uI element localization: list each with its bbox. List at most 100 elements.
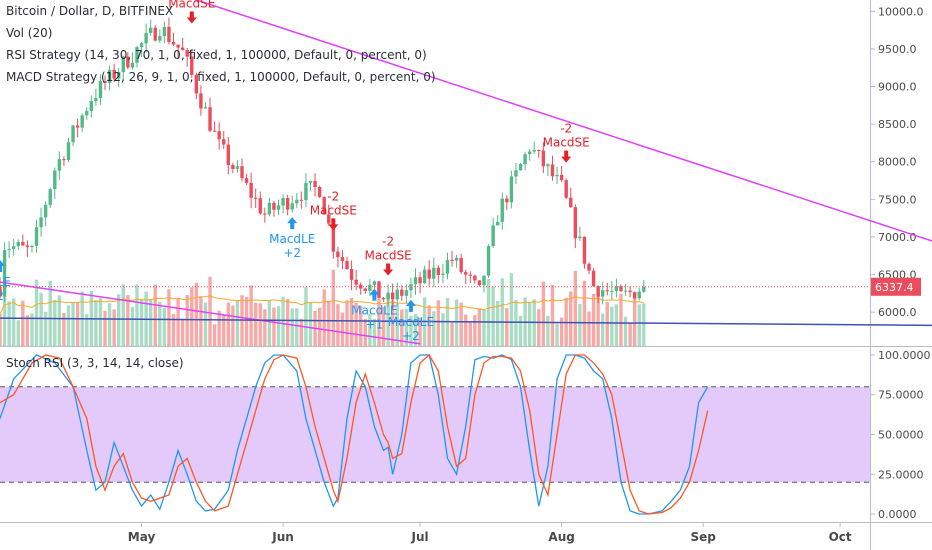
volume-bar	[34, 279, 39, 346]
volume-bar	[0, 313, 2, 346]
candle-body	[409, 284, 413, 291]
buy-signal: MacdLE+2	[269, 217, 315, 260]
stoch-d-line	[0, 353, 709, 515]
candle-body	[486, 246, 491, 276]
candle-body	[94, 98, 98, 102]
price-tick-label: 9500.0	[878, 43, 917, 56]
volume-bar	[107, 303, 112, 346]
candle-body	[587, 263, 591, 271]
candle-body	[285, 198, 290, 210]
candle-body	[71, 125, 75, 143]
candle-body	[2, 250, 7, 297]
candle-series	[0, 17, 646, 310]
volume-bar	[322, 289, 326, 346]
stoch-k-line	[0, 354, 709, 515]
buy-signal: MacdLE+2	[388, 299, 434, 343]
candle-body	[185, 49, 189, 57]
candle-body	[441, 273, 445, 275]
candle-body	[569, 197, 573, 208]
volume-bar	[601, 313, 605, 346]
sell-arrow-icon	[186, 11, 197, 24]
candle-body	[614, 286, 619, 292]
candle-body	[16, 242, 20, 247]
candle-body	[637, 291, 641, 299]
candle-body	[381, 297, 386, 300]
candle-body	[39, 217, 43, 228]
candle-body	[450, 260, 454, 262]
signal-label: MacdSE	[365, 249, 412, 263]
indicator-macd-label[interactable]: MACD Strategy (12, 26, 9, 1, 0, fixed, 1…	[6, 70, 436, 84]
candle-body	[546, 164, 550, 167]
volume-bar	[413, 313, 418, 346]
volume-bar	[71, 302, 75, 346]
volume-bar	[308, 302, 313, 346]
volume-bar	[158, 301, 162, 346]
indicator-rsi-label[interactable]: RSI Strategy (14, 30, 70, 1, 0, fixed, 1…	[6, 48, 427, 62]
candle-body	[368, 284, 372, 291]
volume-bar	[135, 284, 139, 346]
candle-body	[390, 292, 395, 300]
candle-body	[372, 281, 377, 285]
volume-bar	[11, 298, 16, 346]
candle-body	[336, 251, 340, 257]
volume-bar	[596, 292, 600, 346]
volume-bar	[459, 302, 463, 346]
candle-body	[158, 36, 162, 41]
candle-body	[550, 164, 555, 177]
osc-tick-label: 25.0000	[878, 468, 924, 481]
candle-body	[148, 27, 153, 33]
candle-body	[299, 199, 304, 201]
volume-bar	[94, 300, 98, 346]
signal-label: -2	[382, 235, 394, 249]
volume-bar	[126, 294, 130, 346]
volume-bar	[171, 314, 176, 346]
volume-bar	[509, 273, 514, 346]
volume-bar	[390, 300, 395, 346]
candle-body	[445, 260, 450, 274]
signal-label: dLE	[0, 275, 11, 289]
support-line	[0, 317, 932, 327]
volume-bar	[518, 315, 523, 346]
time-tick-label: Jun	[271, 530, 294, 544]
buy-arrow-icon	[287, 217, 298, 230]
volume-bar	[349, 297, 354, 346]
volume-bar	[582, 280, 587, 346]
volume-bar	[199, 296, 203, 346]
volume-bar	[153, 284, 157, 346]
volume-bar	[354, 302, 358, 346]
volume-bar	[441, 313, 445, 346]
stoch-rsi-label[interactable]: Stoch RSI (3, 3, 14, 14, close)	[6, 356, 184, 370]
signal-label: MacdSE	[310, 203, 357, 217]
volume-bar	[418, 317, 422, 346]
price-tick-label: 10000.0	[878, 5, 924, 18]
volume-bar	[336, 304, 340, 346]
volume-bar	[203, 302, 208, 346]
osc-tick-label: 50.0000	[878, 429, 924, 442]
candle-body	[436, 267, 441, 275]
volume-bar	[39, 292, 43, 346]
volume-bar	[345, 300, 349, 346]
buy-signal: MacdLE+1	[351, 288, 398, 332]
indicator-vol-label[interactable]: Vol (20)	[6, 26, 53, 40]
volume-bar	[66, 305, 71, 346]
time-tick-label: Sep	[690, 530, 716, 544]
candle-body	[610, 291, 614, 293]
volume-bar	[546, 315, 550, 346]
candle-body	[0, 286, 2, 297]
time-tick-label: Aug	[548, 530, 574, 544]
volume-bar	[162, 307, 167, 346]
candle-body	[623, 290, 628, 292]
volume-bar	[500, 278, 504, 346]
candle-body	[30, 245, 34, 248]
candle-body	[153, 27, 157, 41]
price-tick-label: 7500.0	[878, 193, 917, 206]
candle-body	[249, 182, 253, 198]
volume-bar	[253, 302, 258, 346]
volume-bar	[477, 308, 482, 346]
trend-line	[194, 0, 932, 242]
candle-body	[308, 180, 313, 183]
volume-bar	[628, 323, 632, 346]
candle-body	[226, 144, 230, 166]
